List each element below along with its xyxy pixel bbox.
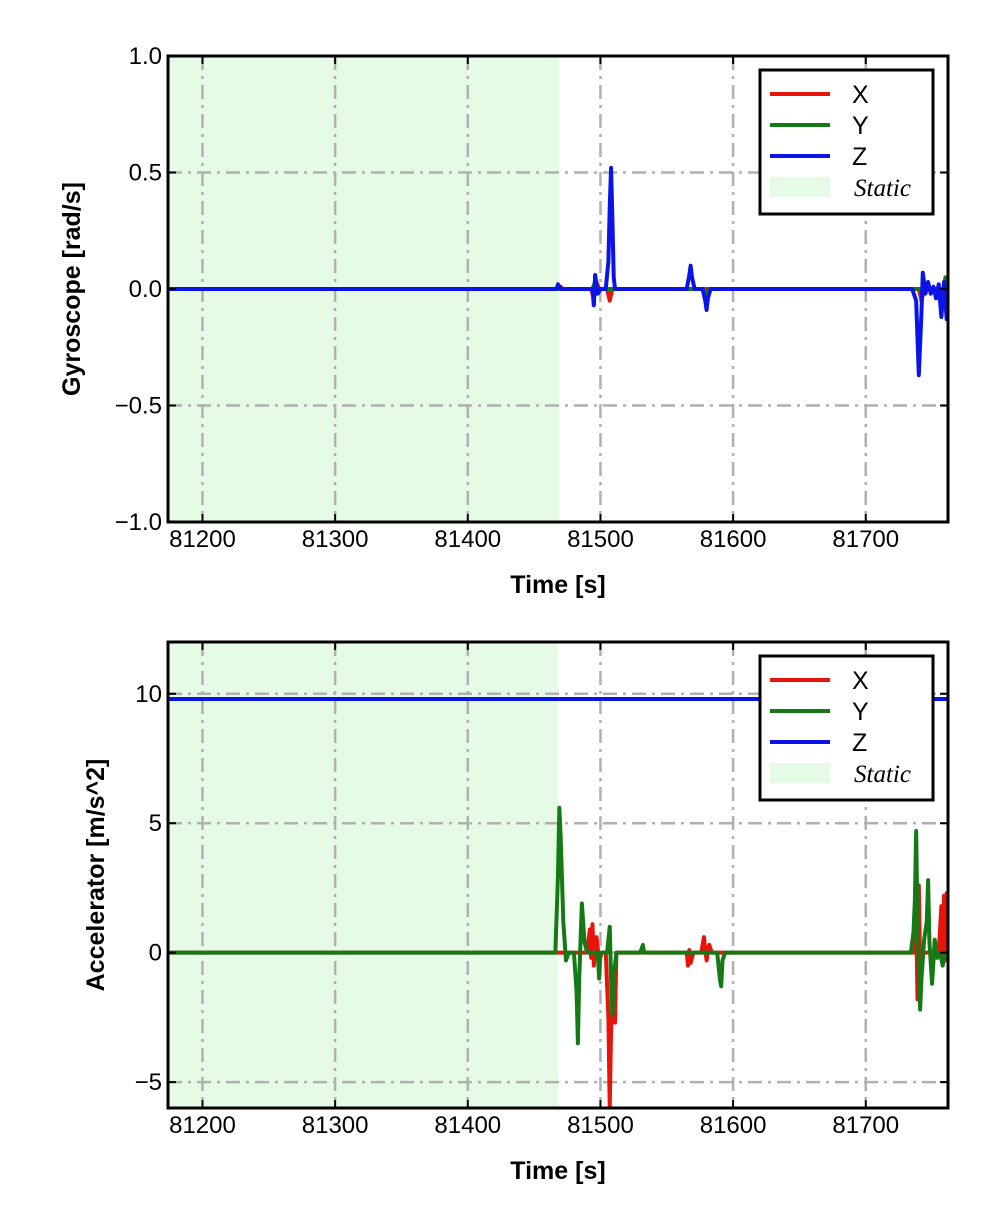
accel-plot-frame: [166, 640, 950, 1110]
accel-series-y-line: [168, 805, 948, 1046]
gyro-xtick-label: 81500: [567, 526, 634, 553]
accel-ytick-label: 0: [149, 940, 162, 967]
gyro-xtick-label: 81200: [169, 526, 236, 553]
accel-static-region: [168, 642, 558, 1108]
gyro-xtick-label: 81600: [700, 526, 767, 553]
accel-x-axis-label: Time [s]: [510, 1157, 605, 1185]
accel-legend-label-z: Z: [852, 729, 867, 757]
accel-xtick-label: 81400: [434, 1112, 501, 1139]
gyro-legend: XYZ Static: [758, 68, 935, 216]
gyro-legend-label-static: Static: [854, 175, 911, 202]
gyro-xtick-label: 81700: [832, 526, 899, 553]
accel-legend-label-x: X: [852, 667, 869, 695]
gyro-legend-label-x: X: [852, 81, 869, 109]
accel-legend: XYZ Static: [758, 654, 935, 802]
accel-legend-swatch-static: [770, 763, 830, 783]
gyro-legend-label-z: Z: [852, 143, 867, 171]
accelerator-panel: 81200 81300 81400 81500 81600 81700 −5 0 5 10 Time…: [82, 640, 950, 1185]
gyro-series-z-line: [168, 165, 948, 378]
gyro-xtick-label: 81300: [302, 526, 369, 553]
accel-ytick-label: −5: [135, 1069, 162, 1096]
gyro-x-axis-label: Time [s]: [510, 571, 605, 599]
gyro-xtick-label: 81400: [434, 526, 501, 553]
gyro-ytick-label: 1.0: [129, 43, 162, 70]
gyroscope-panel: 81200 81300 81400 81500 81600 81700 −1.0 −0.5 0.…: [58, 43, 950, 599]
accel-xtick-label: 81300: [302, 1112, 369, 1139]
accel-xtick-label: 81600: [700, 1112, 767, 1139]
accel-y-axis-label: Accelerator [m/s^2]: [82, 759, 110, 992]
gyro-ytick-label: −1.0: [115, 509, 162, 536]
gyro-legend-swatch-static: [770, 177, 830, 197]
gyro-y-axis-label: Gyroscope [rad/s]: [58, 182, 86, 396]
gyro-legend-label-y: Y: [852, 112, 869, 140]
accel-legend-label-y: Y: [852, 698, 869, 726]
accel-xtick-label: 81700: [832, 1112, 899, 1139]
accel-ytick-label: 10: [135, 681, 162, 708]
gyro-series-group: [168, 165, 948, 378]
gyro-ytick-label: 0.5: [129, 160, 162, 187]
gyro-ytick-label: −0.5: [115, 393, 162, 420]
accel-xtick-label: 81500: [567, 1112, 634, 1139]
gyro-ytick-label: 0.0: [129, 276, 162, 303]
accel-ytick-label: 5: [149, 810, 162, 837]
accel-xtick-label: 81200: [169, 1112, 236, 1139]
accel-legend-label-static: Static: [854, 761, 911, 788]
